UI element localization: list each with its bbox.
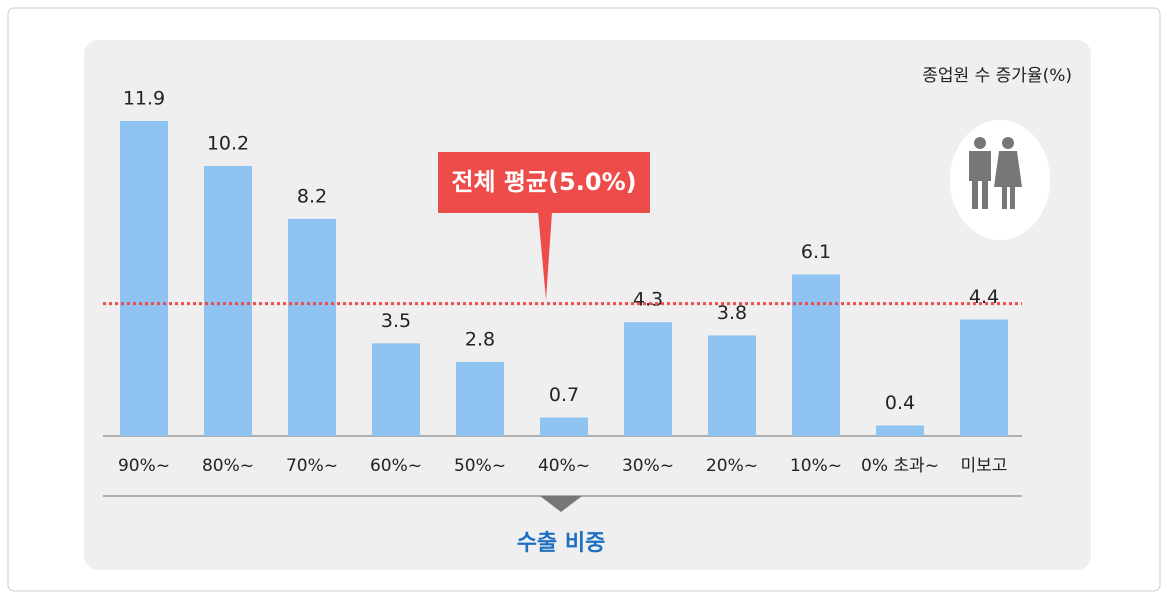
value-label: 0.4 <box>885 392 915 414</box>
value-label: 4.3 <box>633 289 663 311</box>
value-label: 6.1 <box>801 241 831 263</box>
x-tick-label: 0% 초과~ <box>861 456 939 476</box>
bar <box>120 121 168 436</box>
value-label: 3.5 <box>381 310 411 332</box>
x-tick-label: 40%~ <box>538 456 590 476</box>
x-tick-label: 80%~ <box>202 456 254 476</box>
value-label: 2.8 <box>465 328 495 350</box>
x-tick-label: 30%~ <box>622 456 674 476</box>
value-label: 3.8 <box>717 302 747 324</box>
value-label: 8.2 <box>297 185 327 207</box>
people-icon <box>950 120 1050 240</box>
callout-box <box>438 152 650 213</box>
x-tick-label: 미보고 <box>961 456 1008 476</box>
value-label: 0.7 <box>549 384 579 406</box>
x-tick-label: 70%~ <box>286 456 338 476</box>
bar <box>624 322 672 436</box>
bar <box>540 417 588 436</box>
bar <box>204 166 252 437</box>
x-tick-label: 10%~ <box>790 456 842 476</box>
value-label: 11.9 <box>123 88 165 110</box>
bar <box>708 335 756 436</box>
unit-label: 종업원 수 증가율(%) <box>922 66 1072 86</box>
callout-pointer <box>538 212 552 300</box>
value-label: 10.2 <box>207 133 249 155</box>
bar <box>792 274 840 436</box>
x-tick-label: 60%~ <box>370 456 422 476</box>
x-tick-label: 90%~ <box>118 456 170 476</box>
x-axis-title: 수출 비중 <box>517 531 606 556</box>
bar <box>960 319 1008 436</box>
bar <box>288 218 336 436</box>
bar <box>372 343 420 436</box>
bracket-arrow <box>540 496 582 512</box>
average-label: 전체 평균(5.0%) <box>451 168 636 196</box>
x-tick-label: 20%~ <box>706 456 758 476</box>
bar <box>456 361 504 436</box>
bar <box>876 425 924 436</box>
x-tick-label: 50%~ <box>454 456 506 476</box>
panel <box>84 40 1091 570</box>
